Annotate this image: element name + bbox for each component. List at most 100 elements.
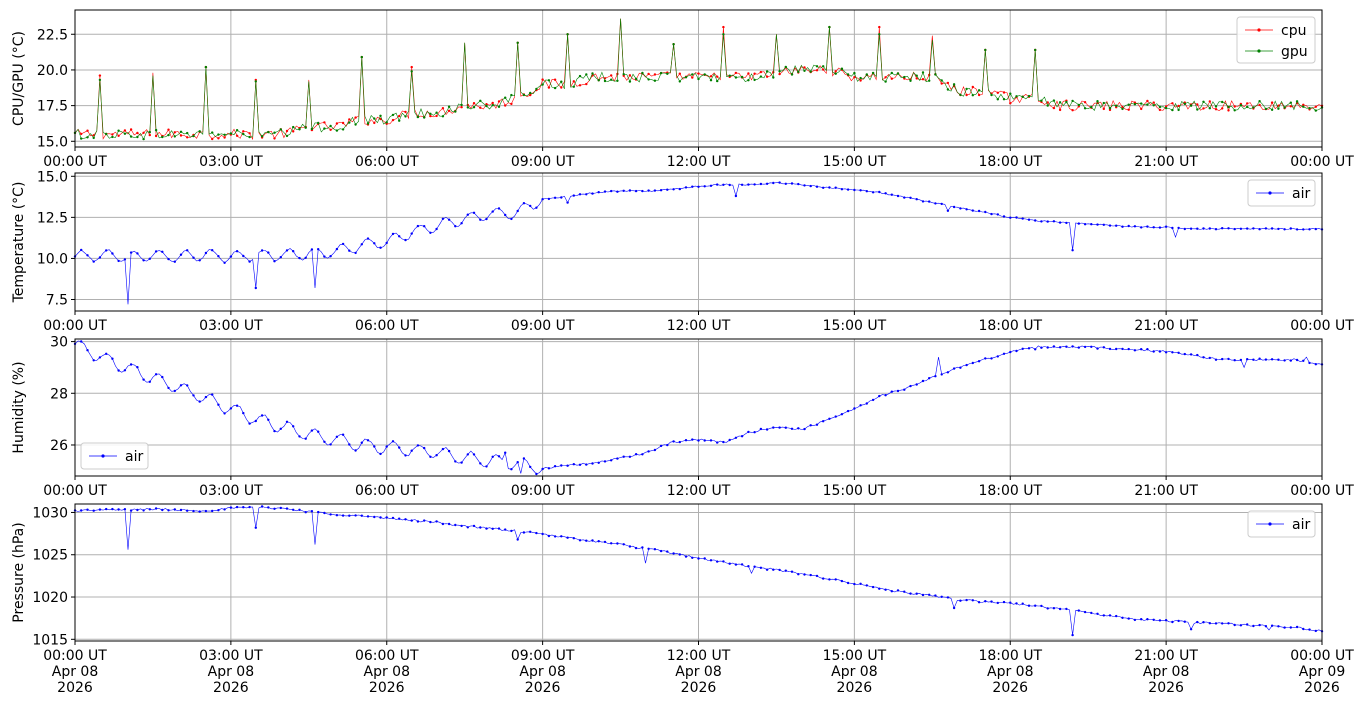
data-point-air xyxy=(634,453,638,456)
data-point-air xyxy=(1146,618,1149,621)
legend-marker-air xyxy=(1268,191,1272,195)
chart-panel-3: 26 28 30 00:00 UT 03:00 UT 06:00 UT 09:00 UT 12… xyxy=(11,335,1354,499)
x-tick-label-line: 18:00 UT xyxy=(978,318,1042,334)
data-point-air xyxy=(1108,224,1112,227)
data-point-air xyxy=(753,431,756,434)
y-tick-label: 30 xyxy=(50,335,68,351)
data-point-cpu xyxy=(1233,105,1236,108)
data-point-air xyxy=(366,237,370,240)
data-point-air xyxy=(1227,622,1230,625)
data-point-gpu xyxy=(142,137,145,141)
data-point-air xyxy=(360,441,363,444)
data-point-gpu xyxy=(547,79,551,82)
data-point-air xyxy=(572,537,575,540)
data-point-gpu xyxy=(884,80,887,83)
data-point-air xyxy=(410,449,413,452)
data-point-air xyxy=(117,259,120,263)
data-point-air xyxy=(859,404,862,407)
data-point-cpu xyxy=(1146,99,1149,103)
data-point-air xyxy=(1077,609,1081,612)
data-point-gpu xyxy=(485,104,488,108)
data-point-air xyxy=(747,183,750,186)
data-point-gpu xyxy=(354,123,357,126)
data-point-gpu xyxy=(653,79,657,82)
data-point-air xyxy=(117,369,120,372)
data-point-cpu xyxy=(772,71,775,74)
data-point-air xyxy=(977,360,981,363)
data-point-air xyxy=(728,183,731,187)
data-point-gpu xyxy=(279,128,282,131)
data-point-gpu xyxy=(111,135,114,139)
data-point-air xyxy=(784,569,787,572)
data-point-air xyxy=(1027,218,1031,221)
data-point-air xyxy=(485,217,488,221)
data-point-air xyxy=(229,255,233,258)
data-point-cpu xyxy=(1177,104,1180,108)
data-point-air xyxy=(903,196,906,199)
data-point-gpu xyxy=(242,132,245,136)
data-point-air xyxy=(292,250,295,253)
x-tick-label: 12:00 UT xyxy=(667,483,731,499)
data-point-air xyxy=(248,505,251,509)
data-point-air xyxy=(229,407,233,410)
data-point-air xyxy=(1115,347,1118,351)
data-point-air xyxy=(1158,619,1162,622)
data-point-gpu xyxy=(1239,104,1243,107)
data-point-air xyxy=(354,514,357,517)
data-point-air xyxy=(653,448,657,452)
data-point-air xyxy=(1133,349,1137,352)
data-point-air xyxy=(273,260,276,263)
data-point-air xyxy=(510,529,513,533)
x-tick-label-line: 2026 xyxy=(1304,680,1340,696)
data-point-air xyxy=(597,461,600,464)
data-point-gpu xyxy=(129,135,133,138)
data-point-air xyxy=(1046,607,1049,610)
x-tick-label-line: 15:00 UT xyxy=(823,648,887,664)
data-point-gpu xyxy=(1015,95,1018,98)
data-point-air xyxy=(778,426,781,429)
data-point-air xyxy=(460,461,463,464)
data-point-gpu xyxy=(292,125,295,129)
data-point-air xyxy=(928,593,931,596)
data-point-air xyxy=(803,573,806,576)
data-point-air xyxy=(1158,350,1162,353)
data-point-air xyxy=(123,508,127,511)
data-point-air xyxy=(1002,352,1006,355)
data-point-air xyxy=(1214,228,1218,231)
data-point-air xyxy=(703,557,706,560)
x-tick-label-line: 15:00 UT xyxy=(823,154,887,170)
data-point-air xyxy=(1121,347,1124,351)
data-point-air xyxy=(292,425,295,428)
data-point-air xyxy=(597,540,600,543)
data-point-cpu xyxy=(447,109,451,113)
data-point-air xyxy=(716,183,719,186)
data-point-gpu xyxy=(273,131,276,134)
data-point-air xyxy=(610,189,613,193)
data-point-air xyxy=(1289,359,1293,362)
legend-marker-cpu xyxy=(1257,28,1261,32)
data-point-air xyxy=(454,523,457,527)
data-point-air xyxy=(1283,228,1286,231)
data-point-air xyxy=(416,224,420,228)
data-point-air xyxy=(292,508,295,511)
data-point-air xyxy=(691,185,694,188)
x-tick-label: 00:00 UT xyxy=(43,483,107,499)
data-point-air xyxy=(1239,358,1243,362)
data-point-air xyxy=(628,189,632,192)
data-point-air xyxy=(952,205,956,209)
data-point-air xyxy=(1002,600,1006,604)
data-point-air xyxy=(541,198,544,201)
data-point-air xyxy=(965,363,968,367)
data-point-gpu xyxy=(678,80,681,83)
data-point-air xyxy=(765,568,769,571)
x-tick-label: 06:00 UT xyxy=(355,483,419,499)
x-tick-label-line: 2026 xyxy=(992,680,1028,696)
data-point-air xyxy=(136,252,139,255)
data-point-air xyxy=(441,522,445,526)
data-point-air xyxy=(204,509,208,513)
data-point-air xyxy=(1071,345,1074,348)
data-point-gpu xyxy=(684,76,688,79)
data-point-air xyxy=(697,185,700,188)
series-group xyxy=(73,340,1324,476)
data-point-gpu xyxy=(223,133,226,136)
